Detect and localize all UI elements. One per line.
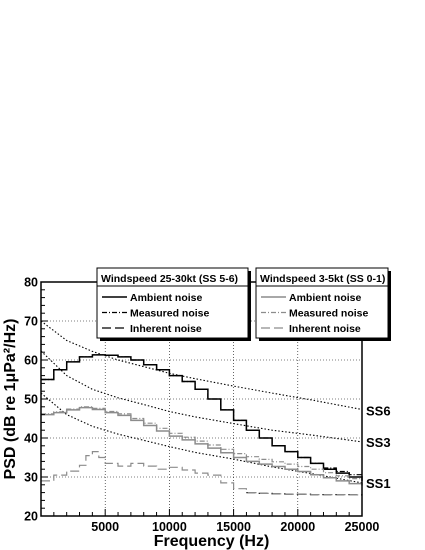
legend-entry-label: Ambient noise (130, 292, 203, 304)
x-axis-title: Frequency (Hz) (154, 533, 270, 550)
legend-entry-label: Measured noise (289, 308, 369, 320)
legend-box-low-wind: Windspeed 3-5kt (SS 0-1) Ambient noise Mea… (255, 267, 391, 341)
series-group (41, 354, 363, 496)
x-tick-label: 10000 (152, 520, 187, 534)
y-tick-label: 40 (24, 432, 38, 446)
legend-entry-label: Measured noise (130, 308, 210, 320)
y-axis-title: PSD (dB re 1μPa²/Hz) (2, 319, 19, 480)
x-tick-label: 25000 (345, 520, 380, 534)
legend-entry-label: Inherent noise (130, 323, 202, 335)
x-tick-label: 15000 (216, 520, 251, 534)
axis-ticks: 5000 10000 15000 20000 25000 20 30 40 50 60 70 80 (24, 276, 379, 535)
y-tick-label: 80 (24, 276, 38, 290)
legend-box-high-wind: Windspeed 25-30kt (SS 5-6) Ambient noise M… (96, 267, 251, 341)
y-tick-label: 30 (24, 471, 38, 485)
series-low-wind-measured-noise (41, 406, 363, 481)
legend-title: Windspeed 3-5kt (SS 0-1) (260, 273, 385, 285)
annotation-ss3: SS3 (366, 435, 391, 450)
legend-entry-label: Inherent noise (289, 323, 361, 335)
series-high-wind-ambient-noise (41, 354, 363, 481)
series-low-wind-inherent-noise (41, 451, 363, 496)
legend-entry-label: Ambient noise (289, 292, 362, 304)
legend-title: Windspeed 25-30kt (SS 5-6) (101, 273, 238, 285)
y-tick-label: 60 (24, 354, 38, 368)
annotation-ss6: SS6 (366, 404, 391, 419)
series-high-wind-measured-noise (41, 354, 363, 478)
x-tick-label: 5000 (91, 520, 119, 534)
legend-frame (96, 267, 249, 339)
legend-frame (255, 267, 389, 339)
annotations: SS6 SS3 SS1 (366, 404, 391, 491)
x-tick-label: 20000 (280, 520, 315, 534)
annotation-ss1: SS1 (366, 476, 391, 491)
y-tick-label: 70 (24, 315, 38, 329)
reference-curves (40, 320, 363, 484)
y-tick-label: 20 (24, 510, 38, 524)
reference-curve-ss3 (40, 350, 363, 443)
legends: Windspeed 25-30kt (SS 5-6) Ambient noise M… (96, 267, 391, 341)
y-tick-label: 50 (24, 393, 38, 407)
